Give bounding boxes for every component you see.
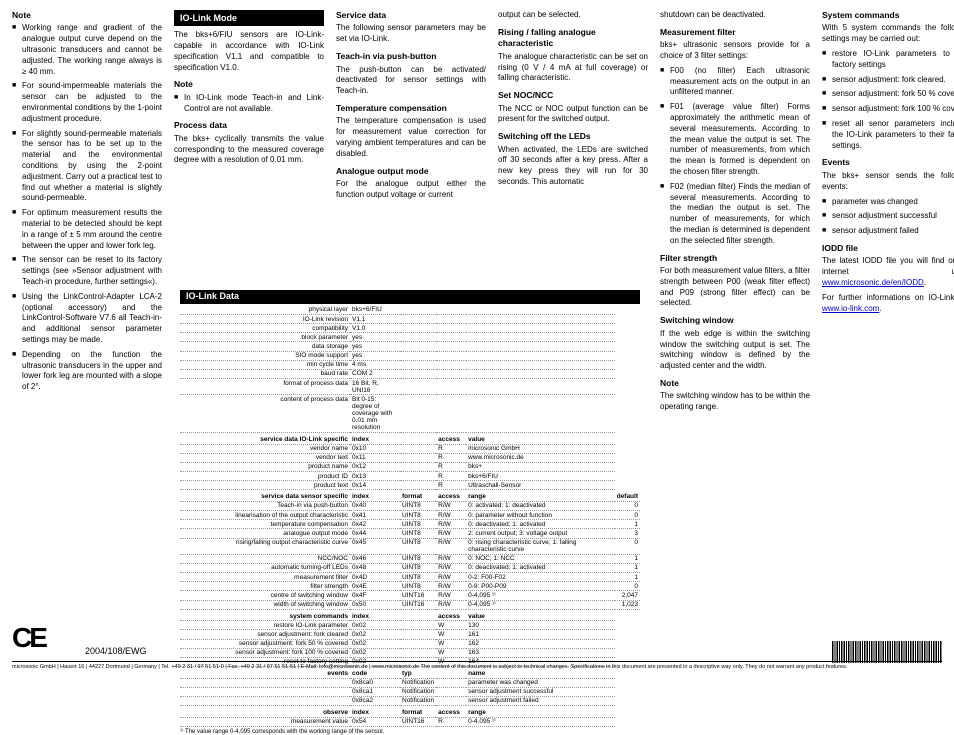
bullet: reset all senor parameters including the…	[832, 119, 954, 151]
h: Analogue output mode	[336, 166, 486, 177]
p: The bks+ cyclically transmits the value …	[174, 134, 324, 166]
bullet: Depending on the function the ultrasonic…	[22, 350, 162, 393]
p: output can be selected.	[498, 10, 648, 21]
bullet: F02 (median filter) Finds the median of …	[670, 182, 810, 247]
h: Events	[822, 157, 954, 168]
bullet: F01 (average value filter) Forms approxi…	[670, 102, 810, 178]
p: With 5 system commands the following set…	[822, 23, 954, 45]
bullet: For slightly sound-permeable materials t…	[22, 129, 162, 205]
footer: microsonic GmbH | Hauert 16 | 44227 Dort…	[12, 661, 942, 671]
note2-bullets: In IO-Link mode Teach-in and Link-Contro…	[174, 93, 324, 115]
bullet: For sound-impermeable materials the sens…	[22, 81, 162, 124]
bullet: sensor adjustment: fork 100 % covered	[832, 104, 954, 115]
iodd-p: The latest IODD file you will find on th…	[822, 256, 954, 288]
syscmd-bullets: restore IO-Link parameters to their fact…	[822, 49, 954, 151]
t: .	[924, 278, 926, 287]
h: Teach-in via push-button	[336, 51, 486, 62]
note-head: Note	[12, 10, 162, 21]
bullet: Using the LinkControl-Adapter LCA-2 (opt…	[22, 292, 162, 346]
p: If the web edge is within the switching …	[660, 329, 810, 372]
t: .	[879, 304, 881, 313]
bullet: sensor adjustment: fork cleared.	[832, 75, 954, 86]
ewg-label: 2004/108/EWG	[85, 645, 147, 657]
p: The following sensor parameters may be s…	[336, 23, 486, 45]
p: The NCC or NOC output function can be pr…	[498, 104, 648, 126]
col-6: System commands With 5 system commands t…	[822, 10, 954, 620]
p: The switching window has to be within th…	[660, 391, 810, 413]
h: System commands	[822, 10, 954, 21]
iolink-link[interactable]: www.io-link.com	[822, 304, 879, 313]
p: For both measurement value filters, a fi…	[660, 266, 810, 309]
h: Switching off the LEDs	[498, 131, 648, 142]
bullet: In IO-Link mode Teach-in and Link-Contro…	[184, 93, 324, 115]
bullet: sensor adjustment successful	[832, 211, 954, 222]
p: For the analogue output either the funct…	[336, 179, 486, 201]
iolink-mode-head: IO-Link Mode	[174, 10, 324, 26]
table-footnote: ¹⁾ The value range 0-4,095 corresponds w…	[180, 729, 640, 735]
note-bullets: Working range and gradient of the analog…	[12, 23, 162, 393]
p: The push-button can be activated/ deacti…	[336, 65, 486, 97]
h: Temperature compensation	[336, 103, 486, 114]
bullet: restore IO-Link parameters to their fact…	[832, 49, 954, 71]
iodd-link[interactable]: www.microsonic.de/en/IODD	[822, 278, 924, 287]
bullet: F00 (no filter) Each ultrasonic measurem…	[670, 66, 810, 98]
h: Note	[174, 79, 324, 90]
h: Service data	[336, 10, 486, 21]
bullet: The sensor can be reset to its factory s…	[22, 255, 162, 287]
bullet: parameter was changed	[832, 197, 954, 208]
footer-text: microsonic GmbH | Hauert 16 | 44227 Dort…	[12, 664, 847, 671]
h: Note	[660, 378, 810, 389]
p: shutdown can be deactivated.	[660, 10, 810, 21]
bullet: Working range and gradient of the analog…	[22, 23, 162, 77]
col-5: shutdown can be deactivated. Measurement…	[660, 10, 810, 620]
iolink-data-head: IO-Link Data	[180, 290, 640, 304]
t: The latest IODD file you will find on th…	[822, 256, 954, 276]
p: The temperature compensation is used for…	[336, 116, 486, 159]
h: Set NOC/NCC	[498, 90, 648, 101]
h: Measurement filter	[660, 27, 810, 38]
p: The bks+6/FIU sensors are IO-Link-capabl…	[174, 30, 324, 73]
p: When activated, the LEDs are switched of…	[498, 145, 648, 188]
filter-bullets: F00 (no filter) Each ultrasonic measurem…	[660, 66, 810, 247]
ce-mark: CE	[12, 619, 45, 657]
p: bks+ ultrasonic sensors provide for a ch…	[660, 40, 810, 62]
bullet: sensor adjustment failed	[832, 226, 954, 237]
bullet: For optimum measurement results the mate…	[22, 208, 162, 251]
col-note: Note Working range and gradient of the a…	[12, 10, 162, 620]
h: Process data	[174, 120, 324, 131]
h: Switching window	[660, 315, 810, 326]
p: The bks+ sensor sends the following even…	[822, 171, 954, 193]
iolink-p: For further informations on IO-Link see …	[822, 293, 954, 315]
t: For further informations on IO-Link see	[822, 293, 954, 302]
h: Rising / falling analogue characteristic	[498, 27, 648, 50]
p: The analogue characteristic can be set o…	[498, 52, 648, 84]
bullet: sensor adjustment: fork 50 % covered	[832, 89, 954, 100]
event-bullets: parameter was changed sensor adjustment s…	[822, 197, 954, 237]
h: IODD file	[822, 243, 954, 254]
h: Filter strength	[660, 253, 810, 264]
